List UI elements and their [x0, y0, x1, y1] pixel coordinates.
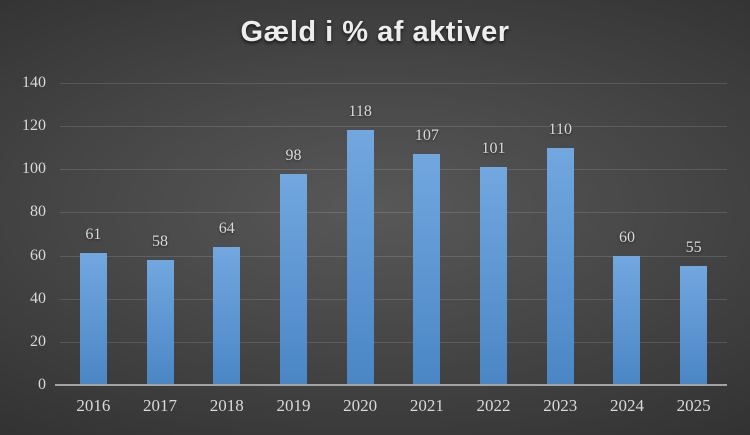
gridline-60: [60, 255, 727, 257]
data-label-2019: 98: [285, 146, 302, 164]
chart-title: Gæld i % af aktiver: [240, 16, 510, 48]
gridline-20: [60, 341, 727, 343]
bar-2016: [79, 253, 107, 385]
gridline-100: [60, 169, 727, 171]
bar-2022: [480, 167, 508, 385]
data-label-2018: 64: [218, 219, 235, 237]
y-tick-label-40: 40: [30, 289, 46, 307]
bar-2024: [613, 255, 641, 385]
x-tick-label-2025: 2025: [676, 396, 711, 415]
data-label-2022: 101: [481, 140, 506, 158]
bar-2021: [413, 154, 441, 385]
y-tick-label-140: 140: [22, 74, 46, 91]
x-tick-label-2024: 2024: [609, 396, 644, 415]
bar-2017: [146, 259, 174, 385]
x-tick-label-2017: 2017: [143, 396, 178, 415]
bar-2020: [346, 130, 374, 385]
gridline-120: [60, 126, 727, 128]
x-tick-label-2016: 2016: [76, 396, 111, 415]
data-label-2017: 58: [152, 232, 169, 250]
data-label-2023: 110: [548, 120, 572, 138]
plot-area: [60, 83, 727, 385]
gridline-80: [60, 212, 727, 214]
x-tick-label-2021: 2021: [409, 396, 444, 415]
data-label-2024: 60: [618, 228, 635, 246]
x-tick-label-2022: 2022: [476, 396, 511, 415]
bar-2019: [279, 173, 307, 385]
data-label-2025: 55: [685, 239, 702, 257]
x-axis-line: [55, 384, 727, 386]
bar-2025: [680, 266, 708, 385]
x-tick-label-2018: 2018: [209, 396, 244, 415]
gridline-140: [60, 83, 727, 84]
x-tick-label-2020: 2020: [343, 396, 378, 415]
bar-2023: [546, 147, 574, 385]
x-tick-label-2019: 2019: [276, 396, 311, 415]
y-tick-label-20: 20: [30, 332, 46, 350]
x-tick-label-2023: 2023: [543, 396, 578, 415]
y-tick-label-80: 80: [30, 203, 46, 221]
data-label-2021: 107: [414, 127, 439, 145]
data-label-2020: 118: [348, 103, 372, 121]
y-tick-label-0: 0: [38, 376, 46, 393]
data-label-2016: 61: [85, 226, 102, 244]
y-tick-label-60: 60: [30, 246, 46, 264]
gridline-40: [60, 298, 727, 300]
bar-2018: [213, 246, 241, 385]
y-tick-label-100: 100: [22, 160, 46, 178]
y-tick-label-120: 120: [22, 117, 46, 135]
